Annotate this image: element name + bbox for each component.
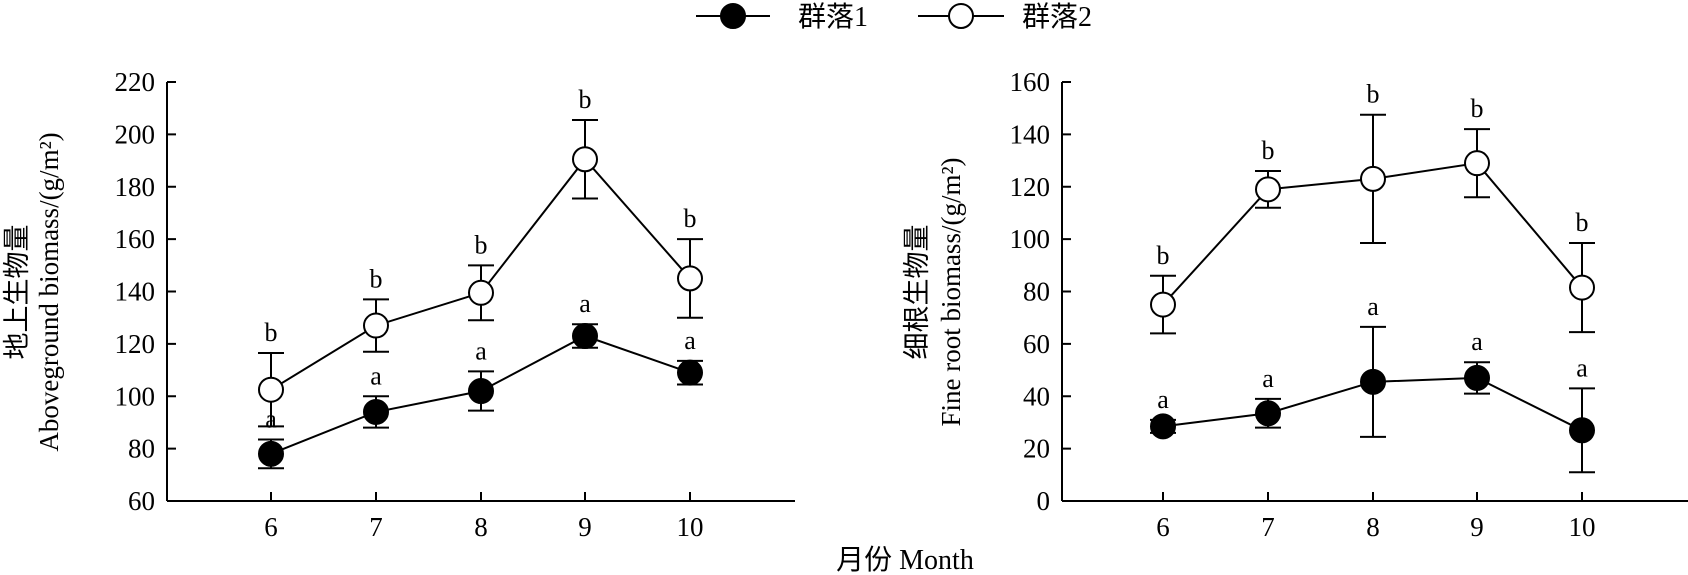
y-axis-label-en: Fine root biomass/(g/m²) [936,157,966,426]
significance-letter: b [265,318,278,347]
significance-letter: a [1471,327,1483,356]
y-axis-label-cn: 地上生物量 [2,225,32,360]
data-point-series-1 [1255,400,1281,427]
significance-letter: a [1262,364,1274,393]
y-tick-label: 40 [1023,381,1050,411]
data-point-series-2 [1150,291,1176,318]
y-tick-label: 60 [1023,329,1050,359]
significance-letter: b [475,230,488,259]
y-tick-label: 60 [128,486,155,516]
y-tick-label: 160 [1010,67,1051,97]
significance-letter: b [1576,208,1589,237]
significance-letter: a [1367,292,1379,321]
significance-letter: b [370,264,383,293]
data-point-series-2 [258,376,284,403]
significance-letter: a [579,289,591,318]
x-tick-label: 8 [1366,512,1380,542]
y-tick-label: 140 [1010,119,1051,149]
data-point-series-1 [1569,417,1595,444]
x-tick-label: 7 [1261,512,1275,542]
x-tick-label: 9 [1470,512,1484,542]
significance-letter: a [1576,353,1588,382]
x-tick-label: 10 [677,512,704,542]
data-point-series-2 [1255,176,1281,203]
legend: 群落1 群落2 [696,1,1092,33]
panel-fine-root-biomass: 0 20 40 60 80 100 120 140 160 6 7 8 9 10 细根生物量 Fine roo… [902,67,1688,542]
data-point-series-1 [1360,368,1386,395]
x-tick-label: 6 [1156,512,1170,542]
significance-letter: b [579,85,592,114]
y-tick-label: 160 [115,224,156,254]
legend-marker-series-2 [948,3,974,29]
y-tick-label: 80 [128,434,155,464]
x-tick-label: 9 [578,512,592,542]
data-point-series-2 [363,312,389,339]
y-tick-label: 200 [115,119,156,149]
data-point-series-1 [1150,413,1176,440]
significance-letter: a [370,361,382,390]
x-axis-label: 月份 Month [836,544,974,575]
legend-marker-series-1 [720,3,746,29]
y-tick-label: 120 [1010,172,1051,202]
data-point-series-1 [1464,364,1490,391]
data-point-series-1 [572,323,598,350]
data-point-series-2 [572,146,598,173]
y-tick-label: 120 [115,329,156,359]
data-point-series-2 [1569,274,1595,301]
data-point-series-1 [468,378,494,405]
panel-aboveground-biomass: 60 80 100 120 140 160 180 200 220 6 7 8 9 10 地上生物量 Abov… [2,67,795,542]
significance-letter: a [684,326,696,355]
y-tick-label: 140 [115,277,156,307]
data-point-series-2 [1360,165,1386,192]
y-tick-label: 220 [115,67,156,97]
y-tick-label: 20 [1023,434,1050,464]
x-tick-label: 7 [369,512,383,542]
y-axis-label-cn: 细根生物量 [902,225,932,360]
y-axis-label-en: Aboveground biomass/(g/m²) [34,132,64,451]
significance-letter: b [1367,80,1380,109]
significance-letter: a [1157,385,1169,414]
significance-letter: a [475,336,487,365]
y-tick-label: 80 [1023,277,1050,307]
data-point-series-2 [1464,150,1490,177]
y-tick-label: 100 [115,381,156,411]
y-tick-label: 0 [1037,486,1051,516]
significance-letter: b [1157,241,1170,270]
x-tick-label: 10 [1569,512,1596,542]
legend-label-series-2: 群落2 [1022,1,1092,33]
x-tick-label: 8 [474,512,488,542]
legend-label-series-1: 群落1 [798,1,868,33]
data-point-series-1 [677,359,703,386]
data-point-series-2 [468,279,494,306]
significance-letter: b [1471,94,1484,123]
x-tick-label: 6 [264,512,278,542]
data-point-series-1 [363,398,389,425]
significance-letter: b [684,204,697,233]
y-tick-label: 180 [115,172,156,202]
significance-letter: b [1262,136,1275,165]
y-tick-label: 100 [1010,224,1051,254]
data-point-series-1 [258,440,284,467]
data-point-series-2 [677,265,703,292]
